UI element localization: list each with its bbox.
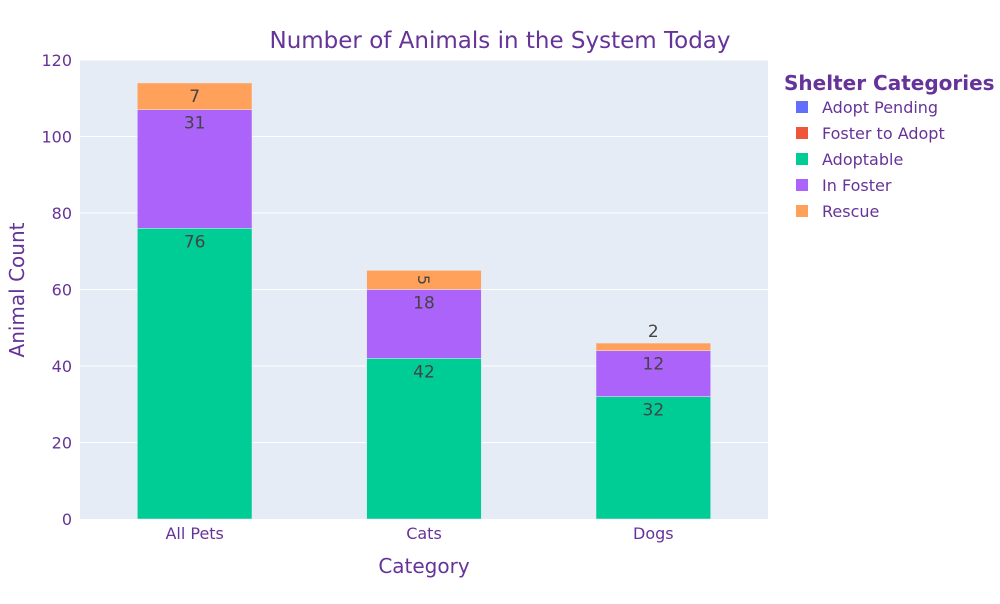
bar-in-foster[interactable] — [366, 289, 482, 359]
legend-label: Foster to Adopt — [822, 124, 945, 143]
x-tick-label: Cats — [406, 524, 442, 543]
data-label: 7 — [189, 87, 200, 107]
y-tick-label: 120 — [41, 51, 72, 70]
y-tick-label: 0 — [62, 510, 72, 529]
y-tick-label: 100 — [41, 128, 72, 147]
legend-item[interactable]: Adopt Pending — [796, 98, 938, 117]
legend-swatch — [796, 127, 808, 139]
data-label: 18 — [413, 294, 435, 314]
legend-label: Adopt Pending — [822, 98, 938, 117]
x-tick-label: Dogs — [633, 524, 674, 543]
legend-swatch — [796, 205, 808, 217]
bar-rescue[interactable] — [366, 270, 482, 290]
y-tick-label: 60 — [52, 281, 72, 300]
y-axis-title: Animal Count — [5, 222, 29, 357]
bar-in-foster[interactable] — [137, 109, 253, 229]
bar-adoptable[interactable] — [366, 358, 482, 520]
bar-rescue[interactable] — [137, 82, 253, 110]
data-label: 12 — [643, 355, 665, 375]
x-axis-title: Category — [378, 554, 470, 578]
legend-label: Adoptable — [822, 150, 903, 169]
data-label: 76 — [184, 232, 206, 252]
data-label: 2 — [648, 322, 659, 342]
bar-rescue[interactable] — [595, 342, 711, 351]
x-tick-label: All Pets — [165, 524, 223, 543]
y-tick-label: 80 — [52, 204, 72, 223]
bar-adoptable[interactable] — [595, 396, 711, 520]
legend: Shelter Categories Adopt Pending Foster t… — [784, 71, 995, 221]
legend-swatch — [796, 101, 808, 113]
chart-title: Number of Animals in the System Today — [270, 28, 731, 54]
bar-in-foster[interactable] — [595, 350, 711, 397]
data-labels: 76 31 7 42 18 5 32 12 2 — [184, 87, 664, 421]
legend-title: Shelter Categories — [784, 71, 995, 95]
data-label: 32 — [643, 401, 665, 421]
y-tick-label: 40 — [52, 357, 72, 376]
bar-adoptable[interactable] — [137, 228, 253, 520]
y-tick-label: 20 — [52, 434, 72, 453]
legend-item[interactable]: Adoptable — [796, 150, 903, 169]
legend-swatch — [796, 153, 808, 165]
data-label: 42 — [413, 362, 435, 382]
x-axis-ticks: All Pets Cats Dogs — [165, 524, 673, 543]
legend-item[interactable]: Foster to Adopt — [796, 124, 945, 143]
data-label: 31 — [184, 114, 206, 134]
legend-item[interactable]: Rescue — [796, 202, 879, 221]
legend-label: In Foster — [822, 176, 892, 195]
y-axis-ticks: 0 20 40 60 80 100 120 — [41, 51, 72, 529]
legend-item[interactable]: In Foster — [796, 176, 892, 195]
legend-label: Rescue — [822, 202, 879, 221]
bars — [137, 82, 711, 520]
data-label: 5 — [414, 275, 433, 285]
legend-swatch — [796, 179, 808, 191]
